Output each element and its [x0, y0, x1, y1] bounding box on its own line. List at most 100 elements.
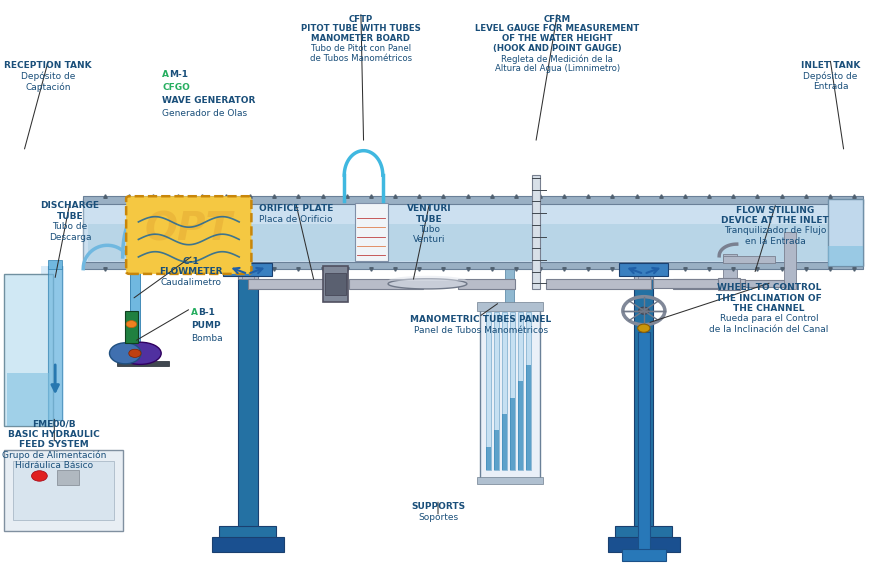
Circle shape: [32, 471, 47, 481]
Text: VENTURI: VENTURI: [407, 204, 451, 213]
Bar: [718, 278, 740, 290]
Bar: [4, 274, 53, 426]
Bar: [518, 312, 523, 470]
Bar: [117, 361, 169, 366]
Bar: [673, 279, 745, 289]
Ellipse shape: [119, 342, 161, 364]
Bar: [634, 266, 653, 279]
Circle shape: [639, 307, 649, 314]
Text: Tranquilizador de Flujo: Tranquilizador de Flujo: [724, 226, 826, 235]
Text: B-1: B-1: [198, 308, 215, 317]
Text: FLOW STILLING: FLOW STILLING: [736, 206, 815, 214]
Text: Captación: Captación: [25, 82, 71, 92]
Text: ORIFICE PLATE: ORIFICE PLATE: [259, 204, 333, 213]
Text: TUBE: TUBE: [57, 212, 83, 221]
Text: Tubo de: Tubo de: [53, 222, 88, 231]
Bar: [125, 311, 138, 343]
Bar: [242, 269, 254, 279]
Bar: [223, 263, 272, 276]
Text: M-1: M-1: [169, 70, 188, 79]
Bar: [4, 450, 123, 531]
Bar: [723, 254, 737, 289]
Text: LEVEL GAUGE FOR MEASUREMENT: LEVEL GAUGE FOR MEASUREMENT: [475, 25, 639, 33]
Text: CFGO: CFGO: [162, 83, 190, 92]
Bar: [83, 196, 863, 204]
Text: A: A: [162, 70, 169, 79]
Text: MANOMETRIC TUBES PANEL: MANOMETRIC TUBES PANEL: [410, 315, 552, 324]
Bar: [88, 224, 858, 261]
Bar: [349, 279, 423, 289]
Text: PUMP: PUMP: [191, 321, 221, 330]
Text: A: A: [191, 308, 198, 317]
Text: Bomba: Bomba: [191, 334, 223, 343]
Bar: [619, 263, 668, 276]
Bar: [219, 526, 276, 539]
Bar: [828, 245, 863, 266]
Text: SUPPORTS: SUPPORTS: [411, 502, 465, 511]
Text: Entrada: Entrada: [813, 82, 848, 91]
Bar: [248, 279, 327, 289]
Bar: [510, 398, 515, 470]
Bar: [546, 279, 651, 289]
Text: CFTP: CFTP: [349, 15, 373, 23]
Text: FME00/B: FME00/B: [32, 419, 76, 428]
Text: THE INCLINATION OF: THE INCLINATION OF: [717, 294, 822, 303]
Text: en la Entrada: en la Entrada: [745, 237, 806, 246]
Text: Hidráulica Básico: Hidráulica Básico: [15, 461, 94, 470]
Text: Generador de Olas: Generador de Olas: [162, 109, 247, 117]
Text: PITOT TUBE WITH TUBES: PITOT TUBE WITH TUBES: [301, 25, 420, 33]
Bar: [57, 470, 79, 485]
Text: OF THE WATER HEIGHT: OF THE WATER HEIGHT: [502, 34, 612, 43]
Text: C-1: C-1: [182, 257, 200, 266]
Text: Soportes: Soportes: [418, 513, 458, 522]
Text: Depósito de: Depósito de: [21, 72, 75, 81]
Bar: [502, 312, 507, 470]
Text: (HOOK AND POINT GAUGE): (HOOK AND POINT GAUGE): [493, 44, 621, 53]
Bar: [238, 266, 258, 529]
Circle shape: [638, 324, 650, 332]
Text: Tubo de Pitot con Panel: Tubo de Pitot con Panel: [311, 44, 411, 53]
Bar: [41, 266, 64, 420]
Bar: [323, 266, 348, 302]
Bar: [486, 447, 491, 470]
Bar: [212, 537, 284, 552]
Bar: [622, 549, 666, 561]
FancyBboxPatch shape: [126, 196, 251, 274]
Bar: [526, 312, 531, 470]
Bar: [532, 175, 540, 289]
Text: RECEPTION TANK: RECEPTION TANK: [4, 61, 92, 70]
Text: TUBE: TUBE: [416, 215, 442, 224]
Bar: [48, 266, 62, 420]
Bar: [638, 269, 650, 279]
Text: de la Inclinación del Canal: de la Inclinación del Canal: [710, 325, 829, 333]
Bar: [828, 199, 863, 266]
Text: OPT: OPT: [145, 210, 233, 248]
Bar: [784, 232, 796, 289]
Bar: [510, 312, 515, 470]
Text: Grupo de Alimentación: Grupo de Alimentación: [2, 450, 107, 460]
Text: Caudalimetro: Caudalimetro: [160, 277, 222, 287]
Text: INLET TANK: INLET TANK: [801, 61, 860, 70]
Bar: [7, 373, 50, 426]
Bar: [486, 312, 491, 470]
Bar: [526, 365, 531, 470]
Text: Venturi: Venturi: [413, 235, 446, 245]
Bar: [653, 279, 723, 288]
Polygon shape: [388, 279, 467, 289]
Text: DISCHARGE: DISCHARGE: [40, 201, 100, 210]
Text: Altura del Agua (Limnimetro): Altura del Agua (Limnimetro): [495, 64, 619, 73]
Text: Tubo: Tubo: [419, 225, 440, 234]
Text: Descarga: Descarga: [49, 232, 91, 242]
Bar: [615, 526, 673, 539]
Bar: [480, 304, 540, 479]
Bar: [48, 260, 62, 269]
Circle shape: [126, 321, 137, 328]
Bar: [634, 266, 653, 529]
Bar: [494, 312, 499, 470]
Bar: [325, 273, 346, 295]
Text: Rueda para el Control: Rueda para el Control: [720, 314, 818, 324]
Text: Panel de Tubos Manométricos: Panel de Tubos Manométricos: [413, 326, 548, 335]
Bar: [723, 256, 775, 263]
Text: DEVICE AT THE INLET: DEVICE AT THE INLET: [721, 216, 830, 225]
Bar: [494, 430, 499, 470]
